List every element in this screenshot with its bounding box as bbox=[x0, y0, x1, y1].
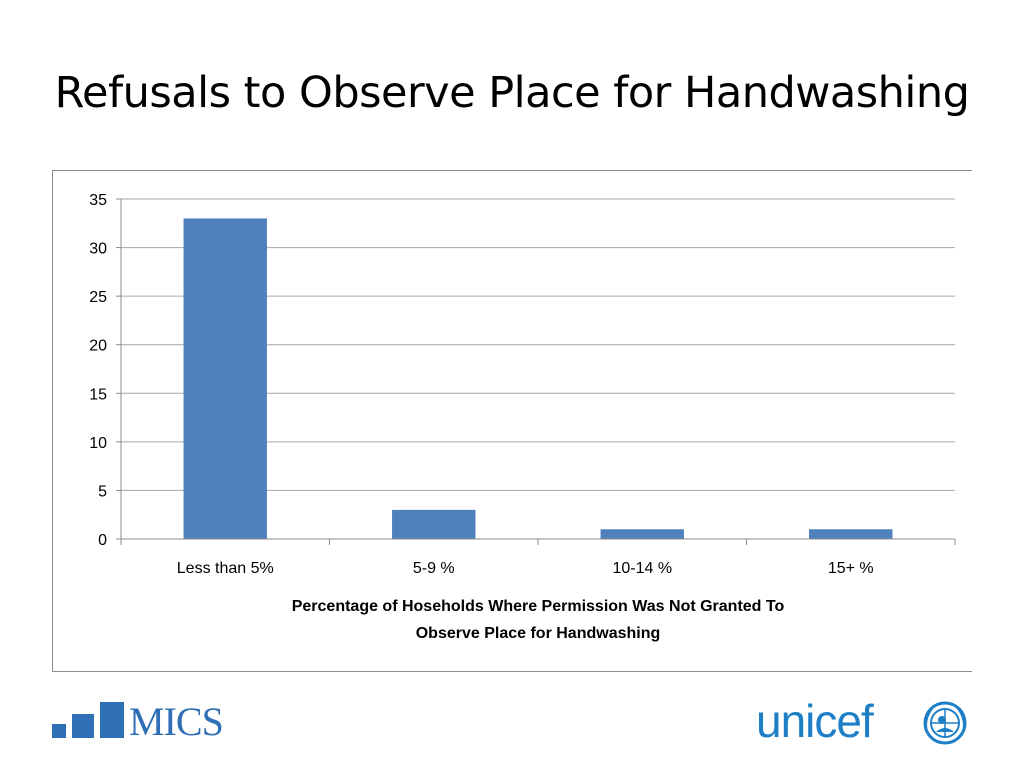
y-tick-label: 10 bbox=[89, 435, 107, 452]
y-tick-label: 15 bbox=[89, 386, 107, 403]
mics-logo-text: MICS bbox=[129, 699, 224, 744]
chart-frame: 0 5 10 15 20 25 30 35 Less than 5% 5-9 % 10-14 % 1… bbox=[52, 170, 972, 672]
x-tick-label: 15+ % bbox=[828, 560, 874, 577]
x-axis-label-line-1: Percentage of Hoseholds Where Permission… bbox=[292, 598, 785, 615]
x-axis-ticks: Less than 5% 5-9 % 10-14 % 15+ % bbox=[120, 538, 956, 577]
unicef-emblem-icon bbox=[923, 701, 967, 745]
mics-logo-bar-medium bbox=[72, 714, 94, 738]
y-tick-label: 5 bbox=[98, 483, 107, 500]
y-tick-label: 0 bbox=[98, 532, 107, 549]
y-tick-label: 35 bbox=[89, 192, 107, 209]
x-tick-label: 5-9 % bbox=[413, 560, 455, 577]
x-tick-label: Less than 5% bbox=[177, 560, 274, 577]
bar bbox=[392, 509, 476, 539]
y-axis-ticks: 0 5 10 15 20 25 30 35 bbox=[89, 192, 122, 549]
slide-title: Refusals to Observe Place for Handwashin… bbox=[54, 68, 970, 118]
mics-logo-bar-large bbox=[100, 702, 124, 738]
mics-logo: MICS bbox=[52, 698, 252, 744]
y-tick-label: 25 bbox=[89, 289, 107, 306]
unicef-logo-text: unicef bbox=[756, 695, 874, 747]
bar-chart: 0 5 10 15 20 25 30 35 Less than 5% 5-9 % 10-14 % 1… bbox=[89, 192, 956, 642]
y-tick-label: 20 bbox=[89, 338, 107, 355]
bar bbox=[600, 529, 684, 539]
bars bbox=[183, 218, 893, 539]
unicef-logo: unicef bbox=[756, 694, 976, 750]
bar bbox=[809, 529, 893, 539]
mics-logo-bar-small bbox=[52, 724, 66, 738]
y-tick-label: 30 bbox=[89, 241, 107, 258]
x-axis-label-line-2: Observe Place for Handwashing bbox=[416, 625, 661, 642]
x-tick-label: 10-14 % bbox=[612, 560, 672, 577]
bar bbox=[183, 218, 267, 539]
